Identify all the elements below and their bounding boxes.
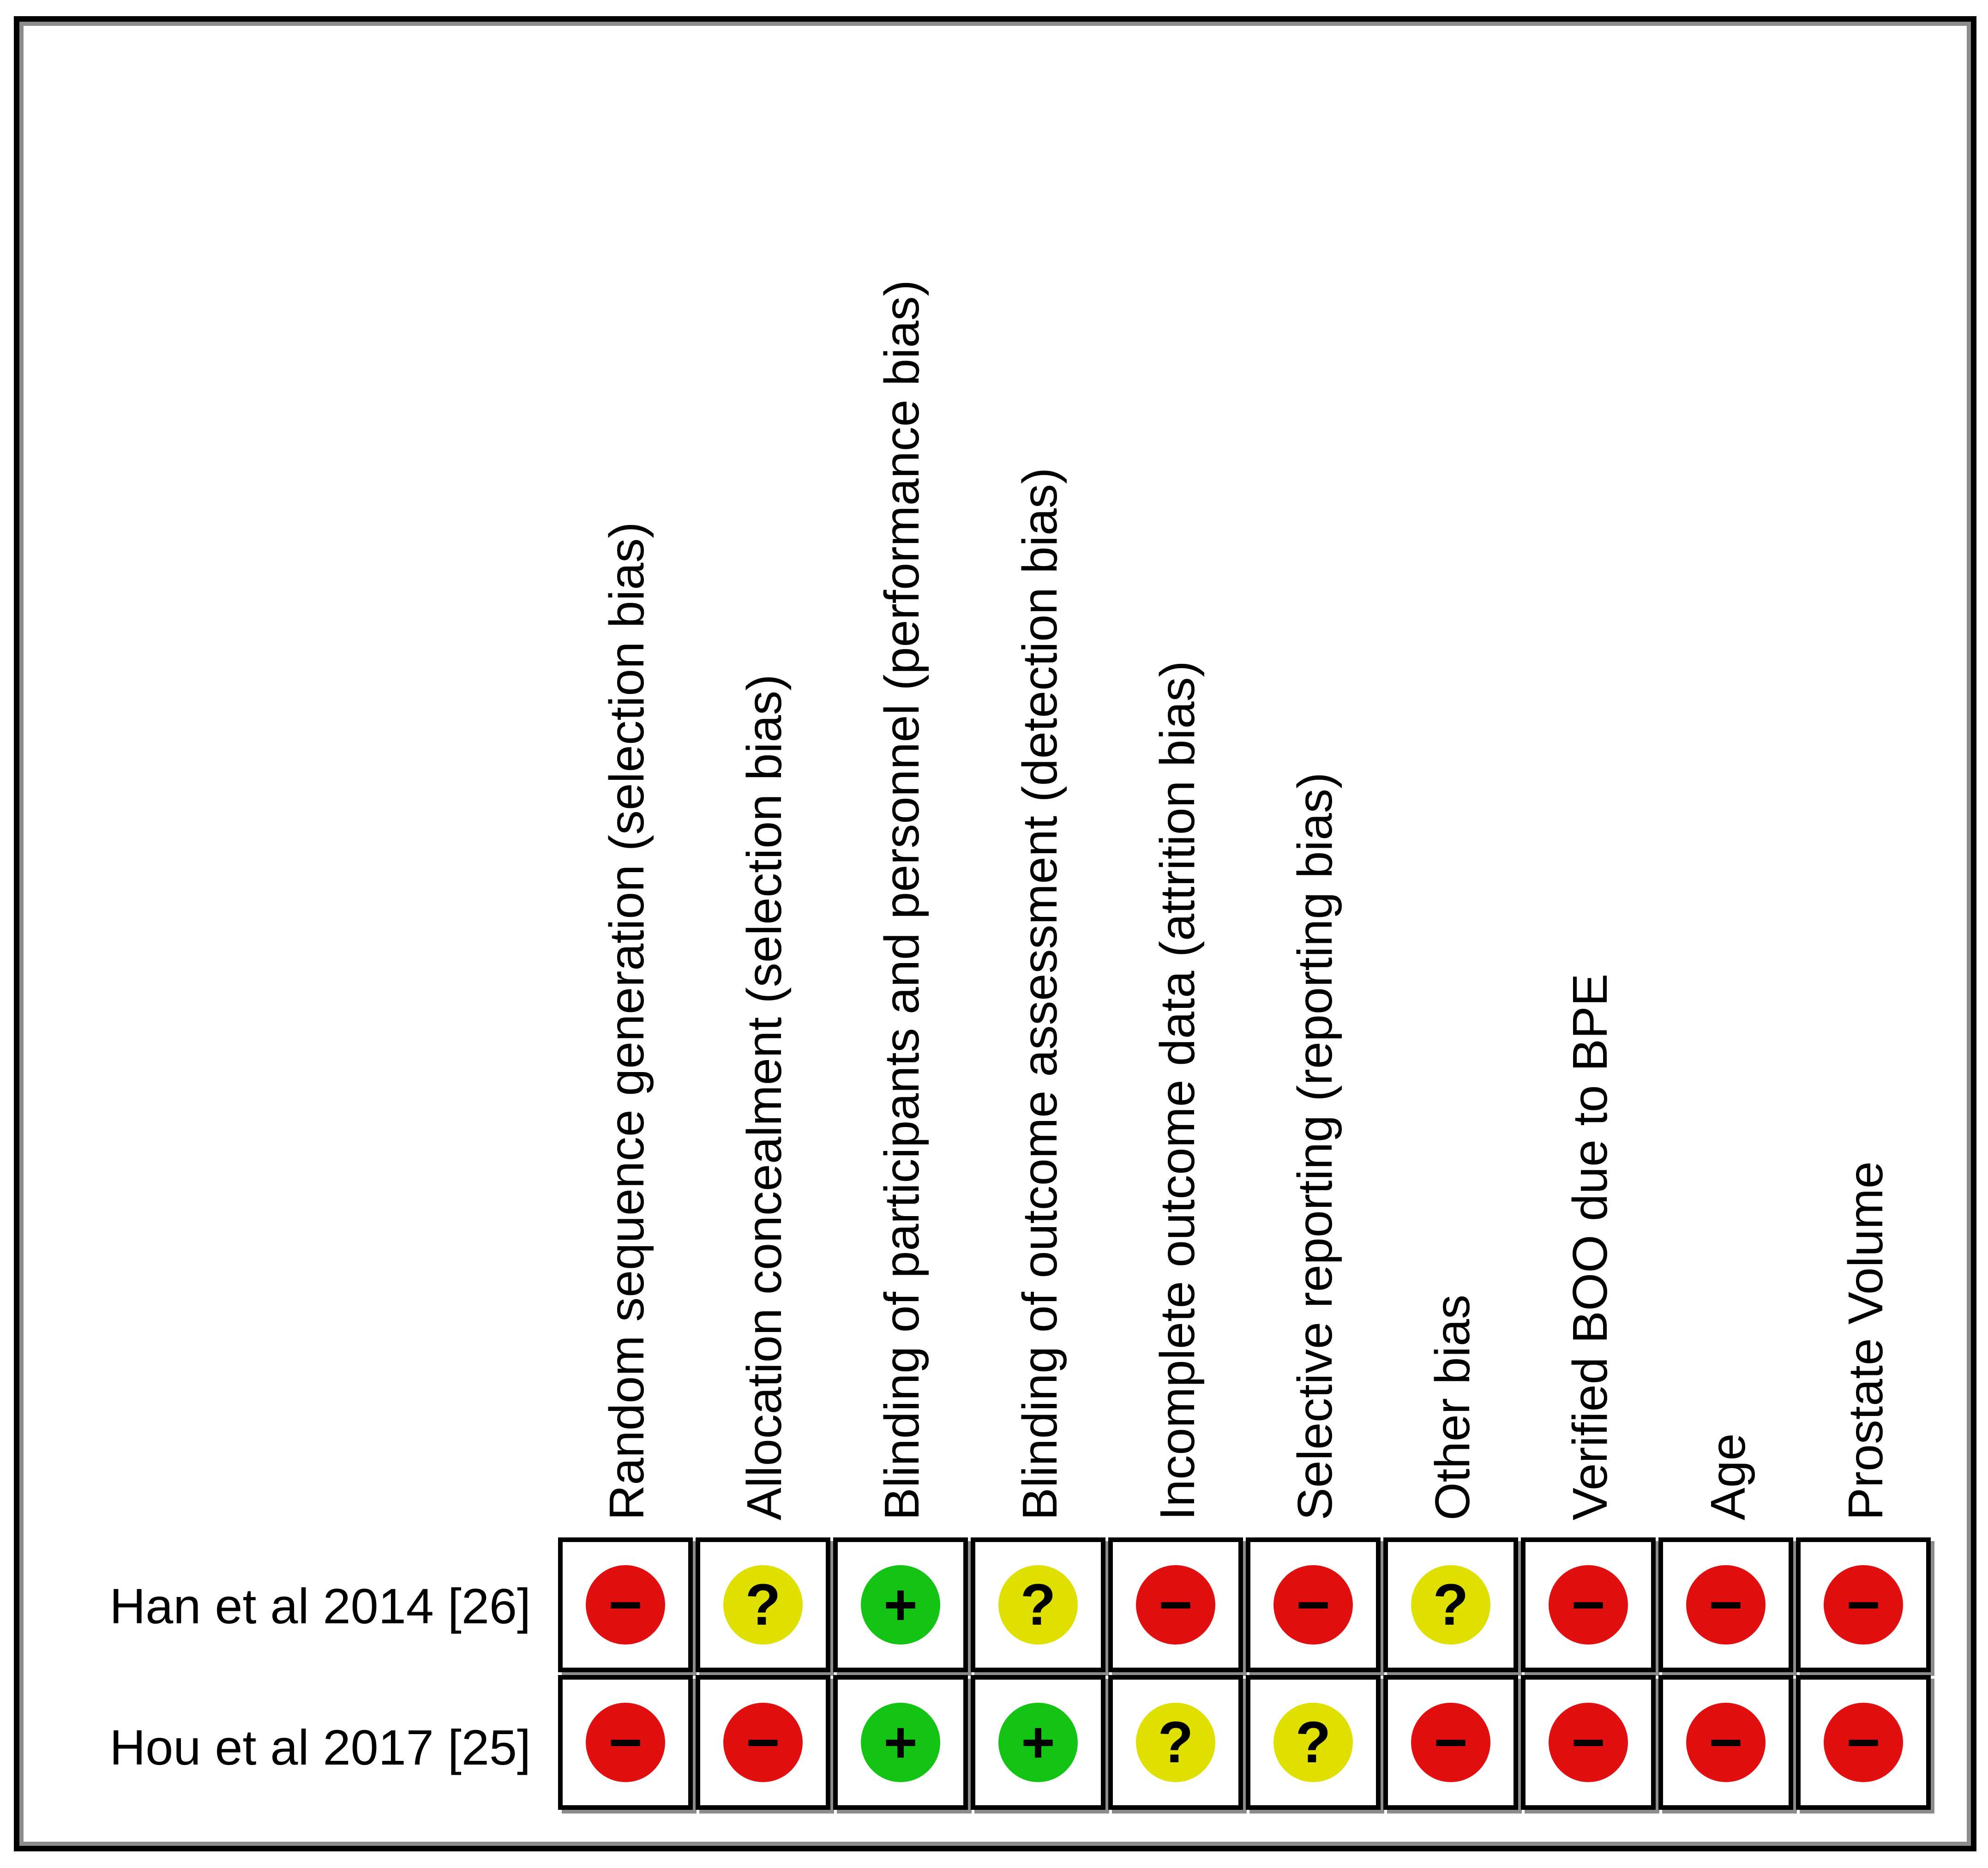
judgement-circle: − (1136, 1565, 1215, 1645)
column-header-blinding-outcome-assessment: Blinding of outcome assessment (detectio… (1013, 467, 1067, 1520)
judgement-circle: − (1686, 1565, 1766, 1645)
rob-cell-r0c3: ? (971, 1537, 1105, 1672)
judgement-circle: − (586, 1565, 665, 1645)
judgement-circle: − (1824, 1703, 1903, 1782)
rob-cell-r1c6: − (1383, 1675, 1518, 1810)
rob-cell-r1c7: − (1521, 1675, 1656, 1810)
rob-cell-r0c9: − (1796, 1537, 1931, 1672)
judgement-circle: ? (998, 1565, 1078, 1645)
rob-cell-r0c1: ? (696, 1537, 830, 1672)
rob-cell-r1c2: + (833, 1675, 968, 1810)
judgement-circle: ? (1411, 1565, 1490, 1645)
judgement-circle: ? (1273, 1703, 1353, 1782)
judgement-circle: − (1411, 1703, 1490, 1782)
rob-cell-r1c5: ? (1246, 1675, 1381, 1810)
row-label-han-et-al-2014: Han et al 2014 [26] (109, 1578, 531, 1634)
rob-cell-r1c0: − (558, 1675, 693, 1810)
row-label-hou-et-al-2017: Hou et al 2017 [25] (109, 1719, 531, 1775)
judgement-circle: ? (723, 1565, 803, 1645)
column-header-random-sequence-generation: Random sequence generation (selection bi… (600, 522, 654, 1520)
judgement-circle: + (861, 1703, 940, 1782)
rob-cell-r0c6: ? (1383, 1537, 1518, 1672)
rob-cell-r0c4: − (1108, 1537, 1243, 1672)
column-header-age: Age (1701, 1433, 1755, 1520)
figure-border (14, 16, 1976, 1851)
rob-cell-r0c0: − (558, 1537, 693, 1672)
rob-grid: − ? + ? − − ? − − − − − + + ? ? − − − − (558, 1537, 1931, 1810)
column-header-prostate-volume: Prostate Volume (1838, 1161, 1893, 1520)
rob-cell-r0c7: − (1521, 1537, 1656, 1672)
rob-cell-r1c4: ? (1108, 1675, 1243, 1810)
rob-cell-r0c5: − (1246, 1537, 1381, 1672)
rob-cell-r0c2: + (833, 1537, 968, 1672)
judgement-circle: − (1549, 1565, 1628, 1645)
rob-cell-r0c8: − (1658, 1537, 1793, 1672)
judgement-circle: − (1824, 1565, 1903, 1645)
judgement-circle: − (1273, 1565, 1353, 1645)
rob-cell-r1c9: − (1796, 1675, 1931, 1810)
column-header-incomplete-outcome-data: Incomplete outcome data (attrition bias) (1150, 661, 1205, 1520)
rob-cell-r1c8: − (1658, 1675, 1793, 1810)
judgement-circle: − (1549, 1703, 1628, 1782)
judgement-circle: ? (1136, 1703, 1215, 1782)
column-header-selective-reporting: Selective reporting (reporting bias) (1288, 772, 1342, 1520)
column-header-verified-boo-due-to-bpe: Verified BOO due to BPE (1563, 973, 1617, 1520)
column-header-blinding-participants-personnel: Blinding of participants and personnel (… (875, 280, 929, 1520)
judgement-circle: + (861, 1565, 940, 1645)
judgement-circle: − (723, 1703, 803, 1782)
column-header-allocation-concealment: Allocation concealment (selection bias) (737, 674, 792, 1520)
judgement-circle: − (1686, 1703, 1766, 1782)
judgement-circle: − (586, 1703, 665, 1782)
rob-cell-r1c3: + (971, 1675, 1105, 1810)
column-header-other-bias: Other bias (1425, 1294, 1480, 1520)
rob-cell-r1c1: − (696, 1675, 830, 1810)
judgement-circle: + (998, 1703, 1078, 1782)
